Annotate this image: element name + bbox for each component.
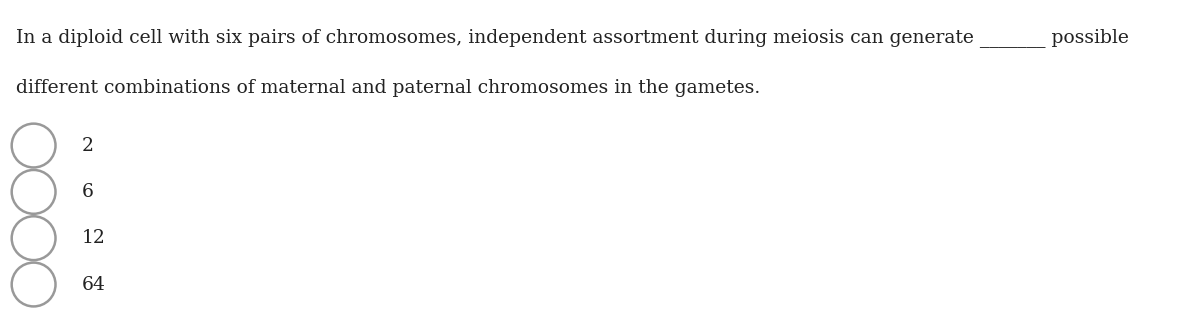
Text: In a diploid cell with six pairs of chromosomes, independent assortment during m: In a diploid cell with six pairs of chro… (16, 28, 1128, 47)
Text: 2: 2 (82, 136, 94, 155)
Text: different combinations of maternal and paternal chromosomes in the gametes.: different combinations of maternal and p… (16, 79, 760, 97)
Text: 12: 12 (82, 229, 106, 247)
Text: 64: 64 (82, 275, 106, 294)
Text: 6: 6 (82, 183, 94, 201)
